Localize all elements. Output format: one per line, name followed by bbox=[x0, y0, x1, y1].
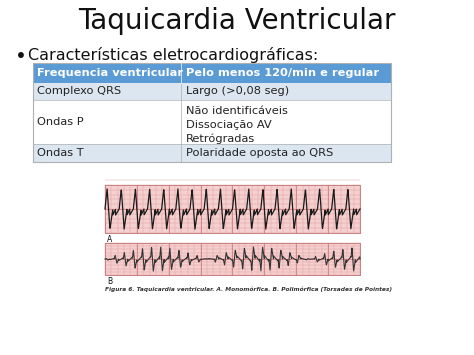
Text: Ondas P: Ondas P bbox=[37, 117, 83, 127]
Bar bbox=[105, 185, 360, 233]
Bar bbox=[105, 243, 360, 275]
Bar bbox=[33, 63, 391, 83]
Text: Dissociação AV: Dissociação AV bbox=[186, 120, 272, 130]
Bar bbox=[33, 144, 391, 162]
Text: Frequencia ventricular: Frequencia ventricular bbox=[37, 68, 183, 78]
Text: B: B bbox=[107, 277, 112, 286]
Text: •: • bbox=[15, 47, 27, 66]
Text: Não identificáveis: Não identificáveis bbox=[186, 106, 288, 116]
Text: Polaridade oposta ao QRS: Polaridade oposta ao QRS bbox=[186, 148, 333, 158]
Bar bbox=[33, 63, 391, 162]
Text: Complexo QRS: Complexo QRS bbox=[37, 87, 121, 97]
Text: Retrógradas: Retrógradas bbox=[186, 133, 255, 143]
Text: A: A bbox=[107, 235, 112, 244]
Text: Ondas T: Ondas T bbox=[37, 148, 83, 158]
Text: Características eletrocardiográficas:: Características eletrocardiográficas: bbox=[28, 47, 318, 63]
Text: Pelo menos 120/min e regular: Pelo menos 120/min e regular bbox=[186, 68, 379, 78]
Text: Taquicardia Ventricular: Taquicardia Ventricular bbox=[78, 7, 396, 35]
Bar bbox=[33, 100, 391, 144]
Text: Largo (>0,08 seg): Largo (>0,08 seg) bbox=[186, 87, 289, 97]
Bar bbox=[33, 83, 391, 100]
Text: Figura 6. Taquicardia ventricular. A. Monomórfica. B. Polimórfica (Torsades de P: Figura 6. Taquicardia ventricular. A. Mo… bbox=[105, 287, 392, 293]
